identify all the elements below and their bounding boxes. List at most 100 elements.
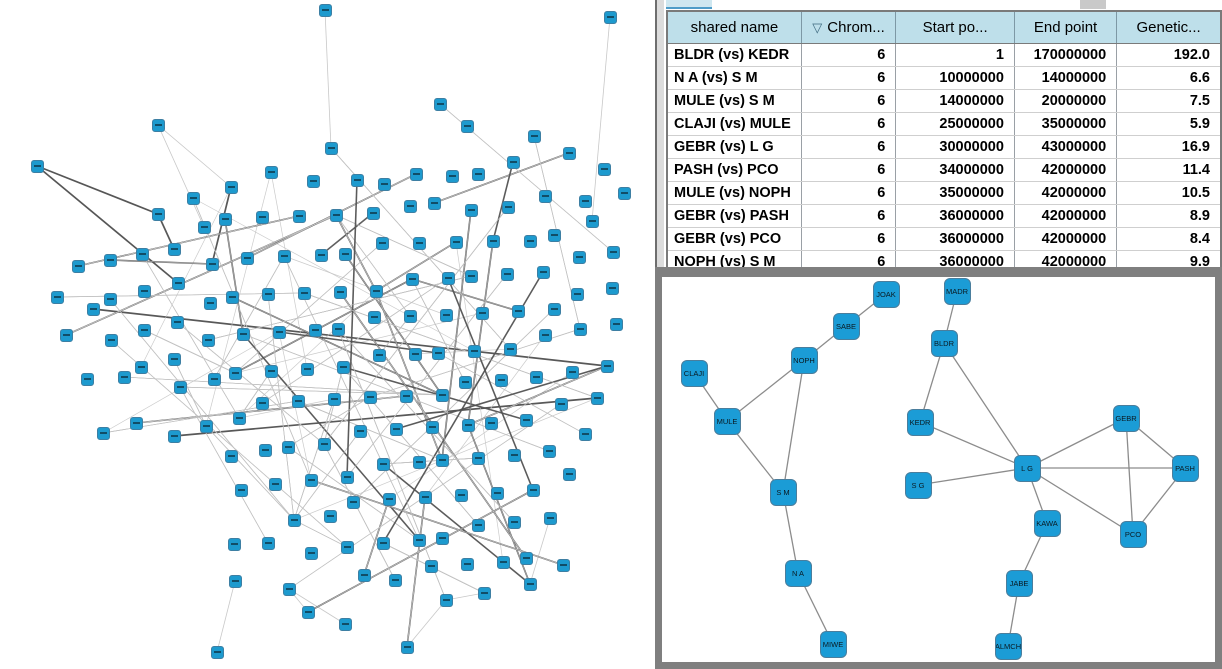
overview-node[interactable] xyxy=(496,555,510,569)
overview-node[interactable] xyxy=(403,309,417,323)
overview-node[interactable] xyxy=(435,388,449,402)
overview-node[interactable] xyxy=(449,235,463,249)
network-node-joak[interactable]: JOAK xyxy=(872,280,900,308)
scrollbar-fragment[interactable] xyxy=(1080,0,1106,9)
overview-node[interactable] xyxy=(282,582,296,596)
overview-node[interactable] xyxy=(529,370,543,384)
overview-node[interactable] xyxy=(207,372,221,386)
overview-node[interactable] xyxy=(471,167,485,181)
column-header-3[interactable]: End point xyxy=(1013,11,1117,44)
column-header-4[interactable]: Genetic... xyxy=(1116,11,1221,44)
overview-node[interactable] xyxy=(323,509,337,523)
overview-node[interactable] xyxy=(171,276,185,290)
overview-node[interactable] xyxy=(507,515,521,529)
overview-node[interactable] xyxy=(556,558,570,572)
overview-node[interactable] xyxy=(435,453,449,467)
overview-node[interactable] xyxy=(363,390,377,404)
overview-node[interactable] xyxy=(536,265,550,279)
overview-node[interactable] xyxy=(578,427,592,441)
overview-node[interactable] xyxy=(389,422,403,436)
table-row[interactable]: GEBR (vs) L G 6 30000000 43000000 16.9 xyxy=(667,135,1221,159)
overview-node[interactable] xyxy=(367,310,381,324)
overview-node[interactable] xyxy=(617,186,631,200)
overview-node[interactable] xyxy=(609,317,623,331)
network-node-claji[interactable]: CLAJI xyxy=(680,359,708,387)
detail-network-canvas[interactable]: JOAK MADR SABE BLDR NOPH CLAJI MULE KEDR GEBR L G… xyxy=(662,277,1215,662)
overview-node[interactable] xyxy=(501,200,515,214)
overview-node[interactable] xyxy=(405,272,419,286)
overview-node[interactable] xyxy=(357,568,371,582)
overview-node[interactable] xyxy=(435,531,449,545)
network-node-mule[interactable]: MULE xyxy=(713,407,741,435)
overview-node[interactable] xyxy=(400,640,414,654)
overview-node[interactable] xyxy=(228,574,242,588)
network-node-kedr[interactable]: KEDR xyxy=(906,408,934,436)
table-row[interactable]: PASH (vs) PCO 6 34000000 42000000 11.4 xyxy=(667,158,1221,182)
overview-node[interactable] xyxy=(234,483,248,497)
overview-node[interactable] xyxy=(268,477,282,491)
overview-node[interactable] xyxy=(324,141,338,155)
overview-node[interactable] xyxy=(297,286,311,300)
overview-node[interactable] xyxy=(225,290,239,304)
overview-node[interactable] xyxy=(338,617,352,631)
overview-node[interactable] xyxy=(291,394,305,408)
overview-node[interactable] xyxy=(255,396,269,410)
filter-icon[interactable]: ▽ xyxy=(812,20,823,35)
table-row[interactable]: BLDR (vs) KEDR 6 1 170000000 192.0 xyxy=(667,43,1221,67)
overview-node[interactable] xyxy=(408,347,422,361)
overview-node[interactable] xyxy=(224,180,238,194)
overview-node[interactable] xyxy=(317,437,331,451)
network-node-miwe[interactable]: MIWE xyxy=(819,630,847,658)
overview-node[interactable] xyxy=(167,429,181,443)
overview-node[interactable] xyxy=(460,557,474,571)
overview-node[interactable] xyxy=(304,473,318,487)
overview-node[interactable] xyxy=(597,162,611,176)
overview-node[interactable] xyxy=(573,322,587,336)
overview-node[interactable] xyxy=(333,285,347,299)
overview-node[interactable] xyxy=(151,118,165,132)
overview-node[interactable] xyxy=(287,513,301,527)
overview-node[interactable] xyxy=(218,212,232,226)
overview-node[interactable] xyxy=(382,492,396,506)
overview-node[interactable] xyxy=(137,284,151,298)
overview-node[interactable] xyxy=(523,577,537,591)
overview-node[interactable] xyxy=(117,370,131,384)
network-node-l-g[interactable]: L G xyxy=(1013,454,1041,482)
overview-node[interactable] xyxy=(261,287,275,301)
overview-node[interactable] xyxy=(224,449,238,463)
overview-node[interactable] xyxy=(331,322,345,336)
overview-node[interactable] xyxy=(507,448,521,462)
table-row[interactable]: MULE (vs) S M 6 14000000 20000000 7.5 xyxy=(667,89,1221,113)
overview-node[interactable] xyxy=(304,546,318,560)
overview-node[interactable] xyxy=(562,146,576,160)
overview-node[interactable] xyxy=(264,364,278,378)
overview-node[interactable] xyxy=(506,155,520,169)
overview-node[interactable] xyxy=(353,424,367,438)
overview-node[interactable] xyxy=(388,573,402,587)
overview-node[interactable] xyxy=(314,248,328,262)
overview-node[interactable] xyxy=(272,325,286,339)
overview-node[interactable] xyxy=(50,290,64,304)
panel-divider[interactable] xyxy=(655,0,666,267)
overview-node[interactable] xyxy=(366,206,380,220)
overview-node[interactable] xyxy=(369,284,383,298)
overview-node[interactable] xyxy=(203,296,217,310)
network-node-madr[interactable]: MADR xyxy=(943,277,971,305)
overview-node[interactable] xyxy=(308,323,322,337)
overview-node[interactable] xyxy=(227,537,241,551)
overview-node[interactable] xyxy=(240,251,254,265)
overview-node[interactable] xyxy=(403,199,417,213)
overview-node[interactable] xyxy=(527,129,541,143)
overview-node[interactable] xyxy=(461,418,475,432)
column-header-2[interactable]: Start po... xyxy=(895,11,1015,44)
network-node-n-a[interactable]: N A xyxy=(784,559,812,587)
overview-node[interactable] xyxy=(412,455,426,469)
overview-node[interactable] xyxy=(441,271,455,285)
network-node-almch[interactable]: ALMCH xyxy=(994,632,1022,660)
overview-node[interactable] xyxy=(104,333,118,347)
overview-node[interactable] xyxy=(572,250,586,264)
network-node-noph[interactable]: NOPH xyxy=(790,346,818,374)
overview-node[interactable] xyxy=(376,536,390,550)
overview-node[interactable] xyxy=(301,605,315,619)
overview-node[interactable] xyxy=(543,511,557,525)
